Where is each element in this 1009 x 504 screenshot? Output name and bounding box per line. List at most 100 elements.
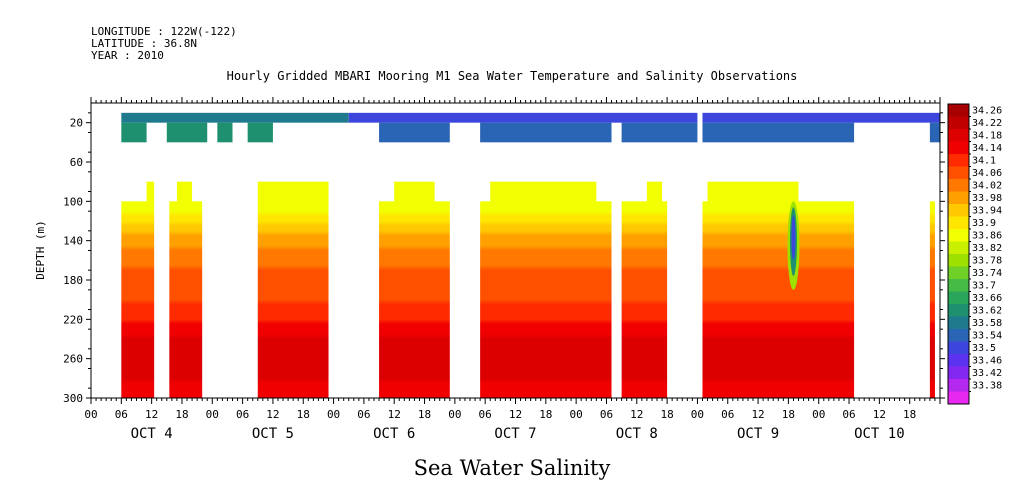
colorbar-swatch [948, 116, 969, 130]
x-day-label: OCT 9 [737, 426, 779, 442]
colorbar-swatch [948, 354, 969, 367]
colorbar-label: 33.9 [972, 218, 996, 229]
deep-segment-2 [257, 181, 329, 398]
x-day-label: OCT 4 [131, 426, 173, 442]
footer-label: Sea Water Salinity [414, 456, 611, 480]
upper-band-1-0 [379, 122, 450, 143]
x-hour-label: 18 [903, 408, 916, 421]
colorbar: 34.2634.2234.1834.1434.134.0634.0233.983… [947, 103, 1002, 405]
x-hour-label: 00 [206, 408, 219, 421]
upper-segment-1 [348, 112, 698, 123]
colorbar-label: 34.14 [972, 143, 1002, 154]
deep-segment-0 [121, 201, 155, 398]
colorbar-label: 33.54 [972, 330, 1002, 341]
colorbar-label: 33.82 [972, 243, 1002, 254]
y-tick-label: 300 [63, 392, 83, 405]
colorbar-swatch [948, 366, 969, 380]
colorbar-swatch [948, 279, 969, 292]
x-hour-label: 06 [479, 408, 492, 421]
colorbar-swatch [948, 241, 969, 255]
colorbar-swatch [948, 141, 969, 155]
colorbar-label: 33.38 [972, 380, 1002, 391]
x-hour-label: 06 [115, 408, 128, 421]
upper-segment-0 [121, 112, 349, 123]
colorbar-swatch [948, 216, 969, 230]
x-hour-label: 06 [842, 408, 855, 421]
x-hour-label: 12 [509, 408, 522, 421]
deep-segment-top-0 [146, 181, 155, 203]
y-tick-label: 220 [63, 313, 83, 326]
x-hour-label: 12 [873, 408, 886, 421]
upper-band-2-1 [929, 122, 940, 143]
plot-area [90, 102, 941, 399]
colorbar-swatch [948, 379, 969, 392]
colorbar-swatch [948, 304, 969, 317]
upper-band-0-1 [166, 122, 208, 143]
x-hour-label: 18 [660, 408, 673, 421]
colorbar-swatch [948, 204, 969, 217]
colorbar-label: 34.18 [972, 130, 1002, 141]
deep-segment-3 [379, 201, 450, 398]
x-hour-label: 00 [812, 408, 825, 421]
colorbar-swatch [948, 166, 969, 180]
colorbar-label: 33.78 [972, 255, 1002, 266]
colorbar-label: 33.42 [972, 368, 1002, 379]
colorbar-label: 33.5 [972, 343, 996, 354]
x-day-label: OCT 5 [252, 426, 294, 442]
colorbar-label: 34.22 [972, 118, 1002, 129]
longitude-label: LONGITUDE : 122W(-122) [91, 25, 237, 38]
y-tick-label: 20 [70, 117, 83, 130]
x-hour-label: 00 [448, 408, 461, 421]
chart-title: Hourly Gridded MBARI Mooring M1 Sea Wate… [227, 69, 798, 83]
year-label: YEAR : 2010 [91, 49, 164, 62]
colorbar-label: 33.66 [972, 293, 1002, 304]
y-tick-label: 100 [63, 195, 83, 208]
deep-segment-top-3 [394, 181, 435, 203]
colorbar-swatch [948, 316, 969, 330]
colorbar-label: 33.94 [972, 205, 1002, 216]
deep-segment-5 [621, 201, 668, 398]
x-day-label: OCT 7 [494, 426, 536, 442]
x-hour-label: 18 [175, 408, 188, 421]
deep-segment-top-6 [707, 181, 799, 203]
colorbar-swatch [948, 104, 969, 117]
upper-band-0-3 [247, 122, 273, 143]
deep-segment-top-5 [646, 181, 663, 203]
colorbar-label: 33.74 [972, 268, 1002, 279]
x-hour-label: 12 [630, 408, 643, 421]
colorbar-label: 34.1 [972, 155, 996, 166]
colorbar-label: 33.7 [972, 280, 996, 291]
colorbar-swatch [948, 129, 969, 142]
x-hour-label: 06 [600, 408, 613, 421]
x-day-label: OCT 6 [373, 426, 415, 442]
colorbar-swatch [948, 191, 969, 205]
deep-segment-top-4 [490, 181, 597, 203]
x-hour-label: 18 [418, 408, 431, 421]
colorbar-label: 33.58 [972, 318, 1002, 329]
upper-band-0-0 [121, 122, 147, 143]
colorbar-swatch [948, 291, 969, 305]
deep-segment-1 [169, 201, 203, 398]
colorbar-label: 33.46 [972, 355, 1002, 366]
deep-segment-4 [480, 201, 612, 398]
colorbar-swatch [948, 391, 969, 405]
x-hour-label: 18 [297, 408, 310, 421]
colorbar-swatch [948, 229, 969, 242]
colorbar-label: 34.02 [972, 180, 1002, 191]
x-hour-label: 00 [84, 408, 97, 421]
x-hour-label: 00 [570, 408, 583, 421]
upper-band-2-0 [702, 122, 855, 143]
y-tick-label: 60 [70, 156, 83, 169]
x-hour-label: 06 [721, 408, 734, 421]
upper-band-0-2 [217, 122, 233, 143]
colorbar-swatch [948, 266, 969, 280]
x-hour-label: 06 [236, 408, 249, 421]
x-day-label: OCT 8 [616, 426, 658, 442]
deep-segment-top-1 [176, 181, 193, 203]
colorbar-swatch [948, 179, 969, 192]
x-hour-label: 12 [145, 408, 158, 421]
upper-band-1-1 [480, 122, 612, 143]
upper-segment-2 [702, 112, 940, 123]
